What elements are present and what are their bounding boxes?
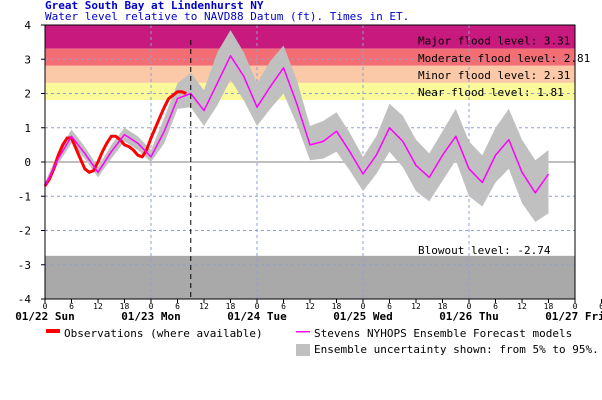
x-tick-label: 12 xyxy=(305,302,315,311)
forecast-line xyxy=(44,55,550,194)
legend: Observations (where available) Stevens N… xyxy=(46,327,599,356)
y-tick-label: 3 xyxy=(24,53,31,66)
x-tick-label: 0 xyxy=(361,302,366,311)
x-tick-label: 0 xyxy=(255,302,260,311)
x-day-label: 01/25 Wed xyxy=(333,310,393,323)
x-tick-label: 6 xyxy=(599,302,602,311)
x-tick-label: 18 xyxy=(120,302,130,311)
x-day-label: 01/23 Mon xyxy=(121,310,181,323)
legend-observations-swatch xyxy=(46,329,60,333)
y-tick-label: 0 xyxy=(24,156,31,169)
y-tick-label: -1 xyxy=(18,190,31,203)
y-tick-label: -3 xyxy=(18,259,31,272)
x-tick-label: 18 xyxy=(544,302,554,311)
legend-forecast-swatch xyxy=(296,331,310,333)
x-tick-label: 12 xyxy=(411,302,421,311)
threshold-label: Blowout level: -2.74 xyxy=(418,244,551,257)
x-day-label: 01/24 Tue xyxy=(227,310,287,323)
threshold-label: Near flood level: 1.81 xyxy=(418,86,564,99)
threshold-band xyxy=(45,65,575,83)
legend-uncertainty-label: Ensemble uncertainty shown: from 5% to 9… xyxy=(314,343,599,356)
threshold-band xyxy=(45,25,575,49)
y-tick-label: 1 xyxy=(24,122,31,135)
y-tick-label: -4 xyxy=(18,293,32,306)
x-day-label: 01/22 Sun xyxy=(15,310,75,323)
x-tick-label: 6 xyxy=(175,302,180,311)
observations-line xyxy=(43,90,187,187)
plot-area: Major flood level: 3.31 Moderate flood le… xyxy=(15,19,602,323)
uncertainty-band xyxy=(45,30,549,222)
x-day-label: 01/26 Thu xyxy=(439,310,499,323)
x-tick-label: 12 xyxy=(93,302,103,311)
threshold-band xyxy=(45,48,575,66)
threshold-band xyxy=(45,255,575,299)
x-tick-label: 18 xyxy=(438,302,448,311)
legend-uncertainty-swatch xyxy=(296,344,310,356)
x-tick-label: 0 xyxy=(467,302,472,311)
x-tick-label: 6 xyxy=(69,302,74,311)
x-tick-label: 12 xyxy=(199,302,209,311)
x-tick-label: 18 xyxy=(226,302,236,311)
chart-title: Great South Bay at Lindenhurst NY xyxy=(45,0,264,12)
y-tick-label: -2 xyxy=(18,225,31,238)
y-tick-label: 4 xyxy=(24,19,31,32)
threshold-label: Moderate flood level: 2.81 xyxy=(418,52,590,65)
x-tick-label: 6 xyxy=(281,302,286,311)
x-tick-label: 0 xyxy=(149,302,154,311)
x-tick-label: 0 xyxy=(573,302,578,311)
x-tick-label: 12 xyxy=(517,302,527,311)
x-tick-label: 6 xyxy=(493,302,498,311)
x-day-label: 01/27 Fri xyxy=(545,310,602,323)
x-tick-label: 0 xyxy=(43,302,48,311)
x-tick-label: 6 xyxy=(387,302,392,311)
threshold-label: Minor flood level: 2.31 xyxy=(418,69,570,82)
threshold-label: Major flood level: 3.31 xyxy=(418,35,570,48)
chart-subtitle: Water level relative to NAVD88 Datum (ft… xyxy=(45,10,409,23)
x-tick-label: 18 xyxy=(332,302,342,311)
y-tick-label: 2 xyxy=(24,88,31,101)
legend-observations-label: Observations (where available) xyxy=(64,327,263,340)
legend-forecast-label: Stevens NYHOPS Ensemble Forecast models xyxy=(314,327,572,340)
